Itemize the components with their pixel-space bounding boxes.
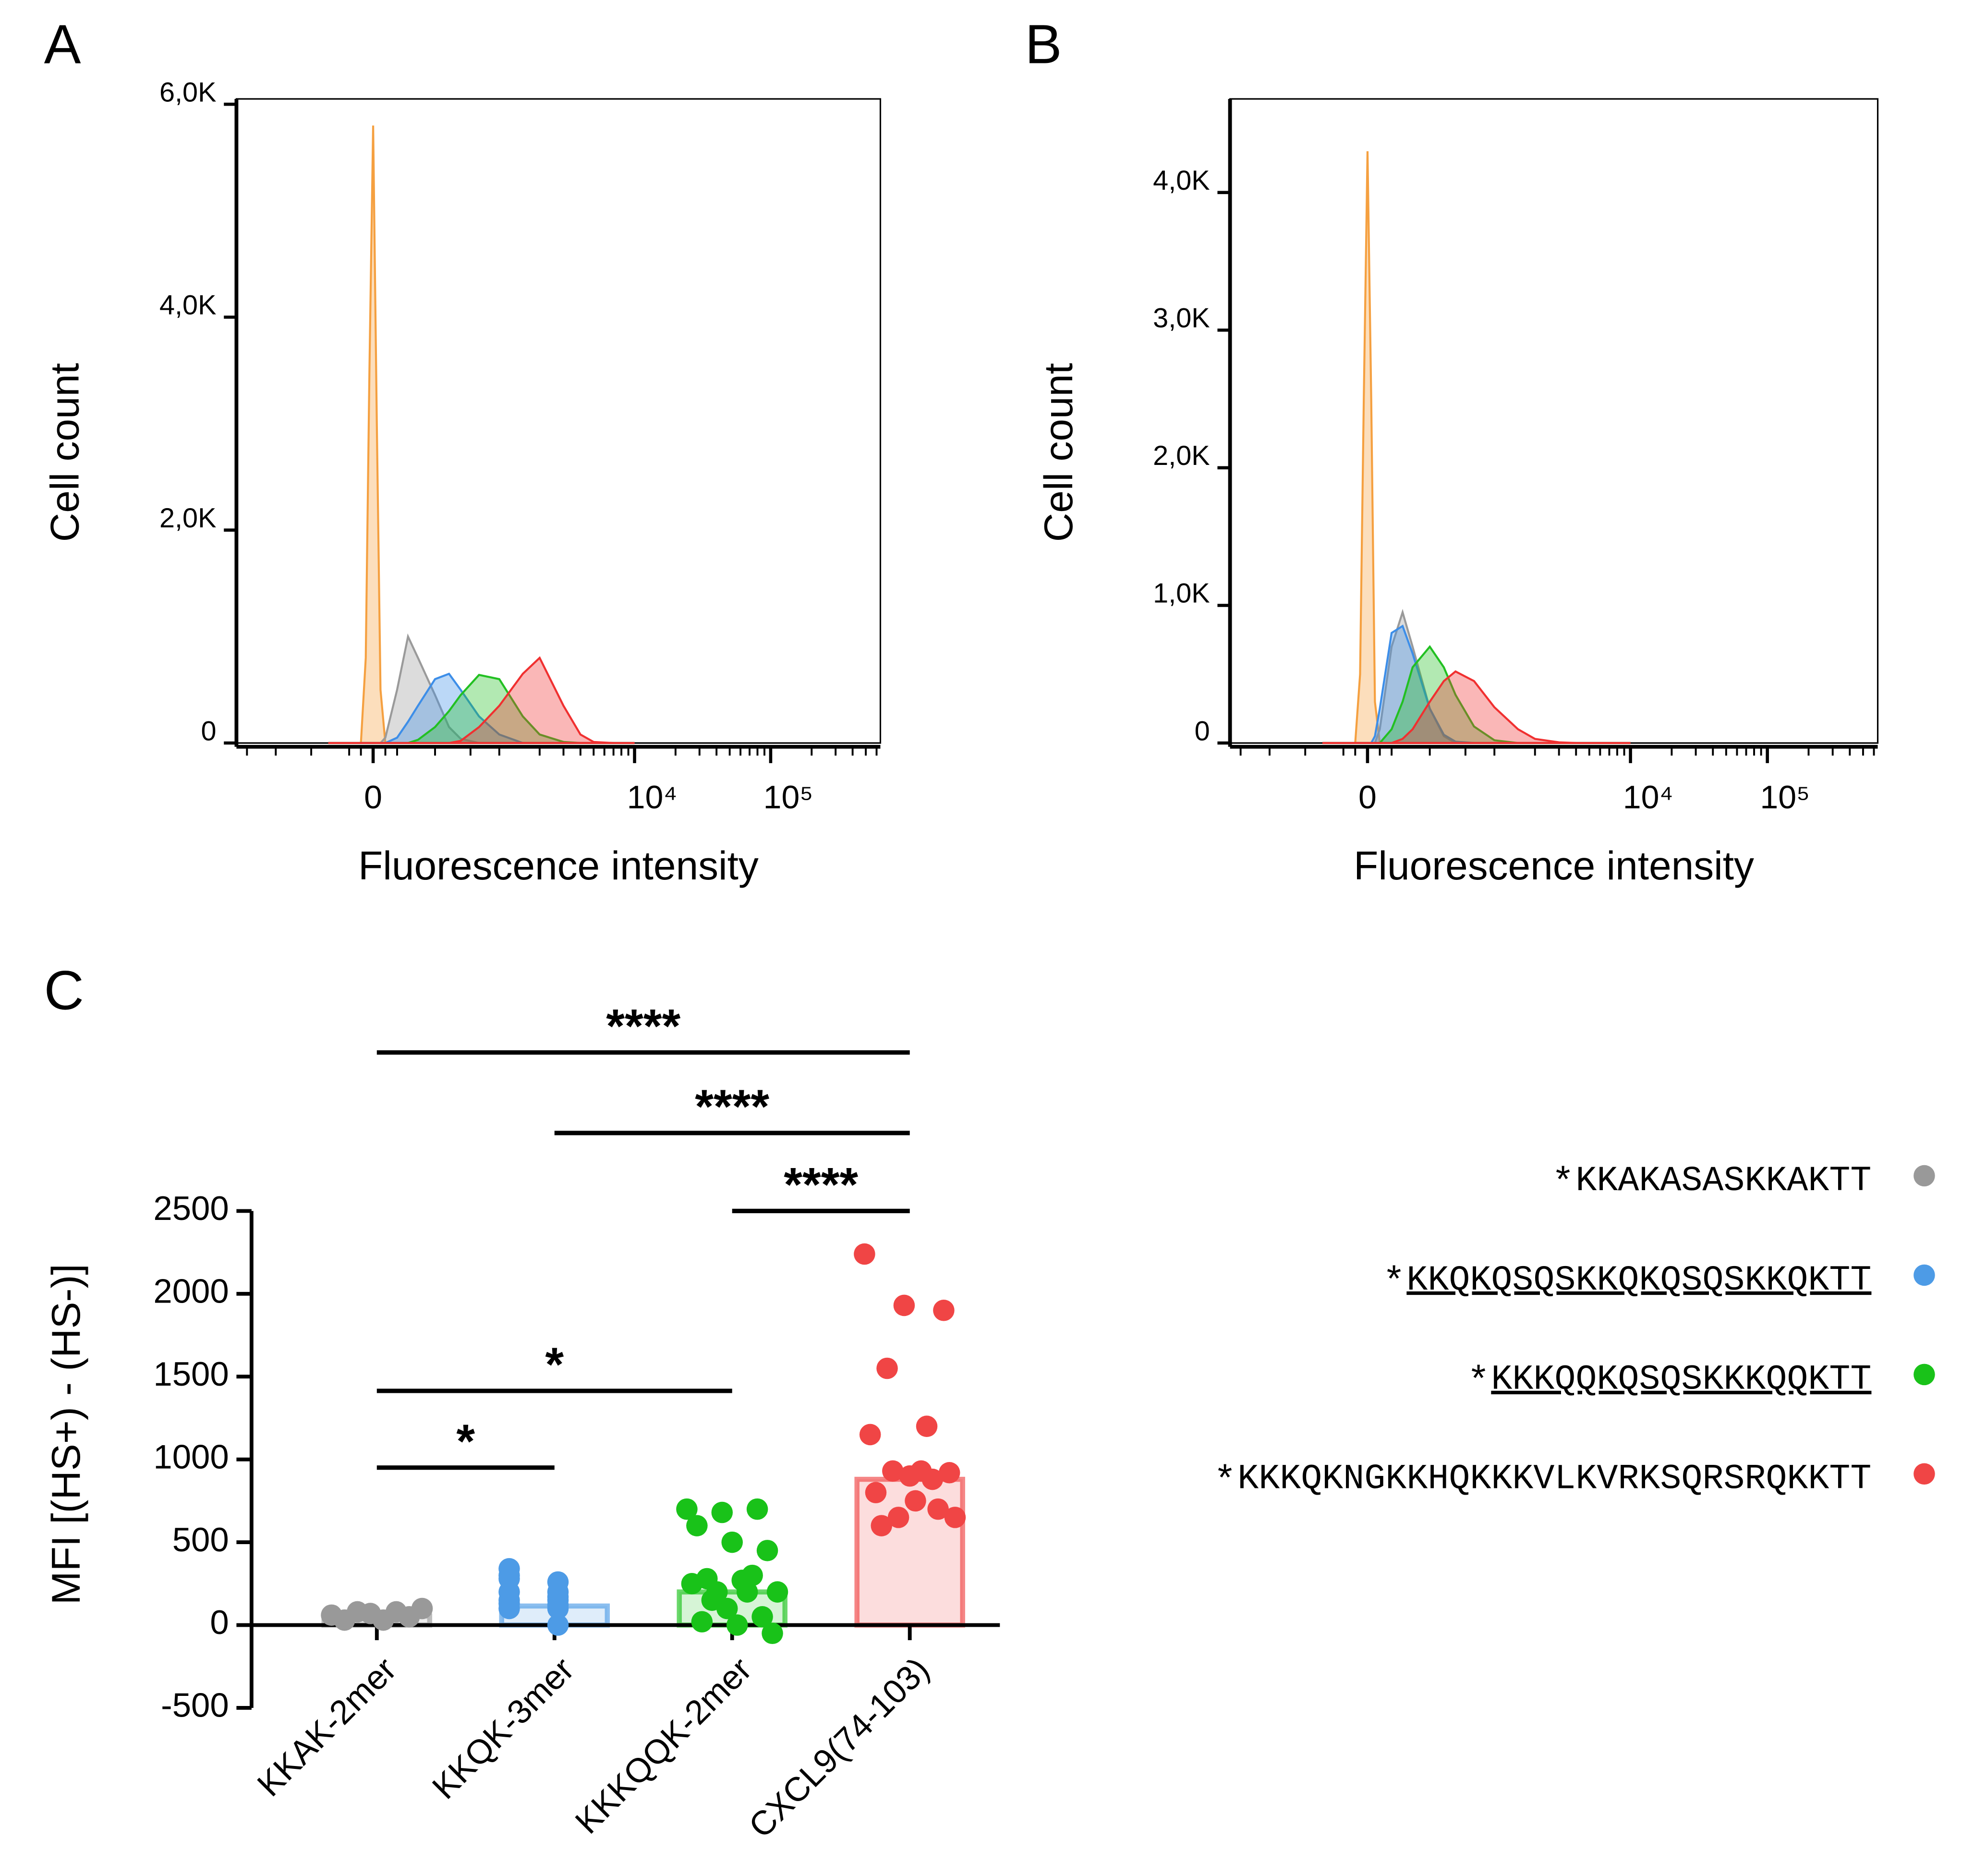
- legend-marker: *: [1383, 1261, 1405, 1304]
- data-point: [676, 1498, 698, 1520]
- data-point: [498, 1564, 520, 1586]
- data-point: [887, 1507, 909, 1528]
- significance-label: ****: [784, 1158, 858, 1212]
- legend-marker: *: [1214, 1460, 1236, 1503]
- significance-label: ****: [606, 1000, 680, 1053]
- data-point: [766, 1581, 788, 1603]
- y-axis-title: Cell count: [1036, 363, 1081, 542]
- x-axis-title: Fluorescence intensity: [358, 843, 759, 888]
- x-tick-label: 10⁵: [763, 779, 813, 816]
- data-point: [334, 1609, 355, 1631]
- x-tick-label: KKAK-2mer: [250, 1650, 403, 1803]
- data-point: [910, 1460, 932, 1482]
- y-axis-title: MFI [(HS+) - (HS-)]: [43, 1264, 88, 1605]
- y-tick-label: 2500: [153, 1189, 229, 1227]
- plot-frame: [235, 98, 882, 744]
- data-point: [756, 1540, 778, 1561]
- data-point: [498, 1581, 520, 1603]
- data-point: [746, 1498, 768, 1520]
- significance-label: *: [456, 1415, 475, 1468]
- data-point: [721, 1531, 743, 1553]
- y-tick-label: 0: [1195, 716, 1210, 746]
- legend-sequence: KKQKQSQSKKQKQSQSKKQKTT: [1406, 1261, 1871, 1301]
- y-tick-label: -500: [161, 1686, 229, 1724]
- data-point: [711, 1501, 733, 1523]
- significance-label: ****: [695, 1080, 769, 1133]
- data-point: [927, 1498, 949, 1520]
- legend-sequence: KKAKASASKKAKTT: [1575, 1161, 1871, 1201]
- y-tick-label: 500: [172, 1521, 229, 1559]
- data-point: [751, 1606, 773, 1628]
- data-point: [498, 1597, 520, 1620]
- y-tick-label: 6,0K: [159, 77, 217, 108]
- legend-marker: *: [1552, 1162, 1574, 1205]
- data-point: [691, 1611, 713, 1632]
- histogram-curve: [1322, 670, 1631, 744]
- legend-dot: [1914, 1364, 1935, 1386]
- x-tick-label: KKKQQK-2mer: [568, 1650, 759, 1841]
- x-tick-label: 0: [1358, 779, 1377, 816]
- y-tick-label: 2,0K: [159, 503, 217, 534]
- data-point: [871, 1515, 893, 1536]
- data-point: [547, 1589, 569, 1611]
- x-tick-label: 10⁴: [1623, 779, 1673, 816]
- data-point: [762, 1622, 783, 1645]
- legend-dot: [1914, 1165, 1935, 1187]
- x-tick-label: CXCL9(74-103): [741, 1650, 936, 1845]
- y-tick-label: 0: [210, 1603, 229, 1641]
- data-point: [905, 1490, 926, 1512]
- x-tick-label: 10⁴: [627, 779, 678, 816]
- data-point: [741, 1564, 763, 1586]
- legend-sequence: KKKQQKQSQSKKKQQKTT: [1491, 1360, 1871, 1400]
- data-point: [882, 1460, 904, 1482]
- legend-dot: [1914, 1264, 1935, 1286]
- y-tick-label: 0: [201, 716, 216, 746]
- x-axis-title: Fluorescence intensity: [1354, 843, 1754, 888]
- data-point: [681, 1573, 703, 1595]
- data-point: [701, 1589, 723, 1611]
- y-tick-label: 4,0K: [1153, 165, 1210, 196]
- data-point: [893, 1294, 915, 1316]
- histogram-curve: [1322, 151, 1631, 744]
- plot-frame: [1229, 98, 1879, 744]
- legend-marker: *: [1467, 1361, 1490, 1403]
- y-tick-label: 1000: [153, 1437, 229, 1475]
- data-point: [944, 1507, 966, 1528]
- y-tick-label: 4,0K: [159, 290, 217, 321]
- data-point: [726, 1614, 748, 1636]
- y-tick-label: 2000: [153, 1272, 229, 1310]
- data-point: [916, 1415, 938, 1437]
- data-point: [736, 1581, 758, 1603]
- x-tick-label: KKQK-3mer: [425, 1650, 581, 1806]
- y-tick-label: 2,0K: [1153, 440, 1210, 471]
- y-tick-label: 1,0K: [1153, 578, 1210, 609]
- panel-label: B: [1025, 14, 1062, 75]
- histogram-curve: [328, 656, 635, 744]
- y-tick-label: 3,0K: [1153, 303, 1210, 334]
- data-point: [933, 1300, 955, 1321]
- data-point: [686, 1515, 708, 1536]
- panel-label: A: [44, 14, 81, 75]
- data-point: [859, 1424, 881, 1446]
- data-point: [854, 1243, 875, 1265]
- data-point: [876, 1357, 898, 1379]
- panel-label: C: [44, 960, 84, 1021]
- data-point: [547, 1614, 569, 1636]
- significance-label: *: [545, 1338, 564, 1391]
- data-point: [938, 1462, 960, 1484]
- y-axis-title: Cell count: [42, 363, 87, 542]
- histogram-curve: [328, 125, 635, 744]
- x-tick-label: 0: [364, 779, 382, 816]
- data-point: [865, 1482, 887, 1503]
- legend-dot: [1914, 1463, 1935, 1485]
- y-tick-label: 1500: [153, 1355, 229, 1393]
- x-tick-label: 10⁵: [1760, 779, 1810, 816]
- legend-sequence: KKKQKNGKKHQKKKVLKVRKSQRSRQKKTT: [1237, 1460, 1871, 1499]
